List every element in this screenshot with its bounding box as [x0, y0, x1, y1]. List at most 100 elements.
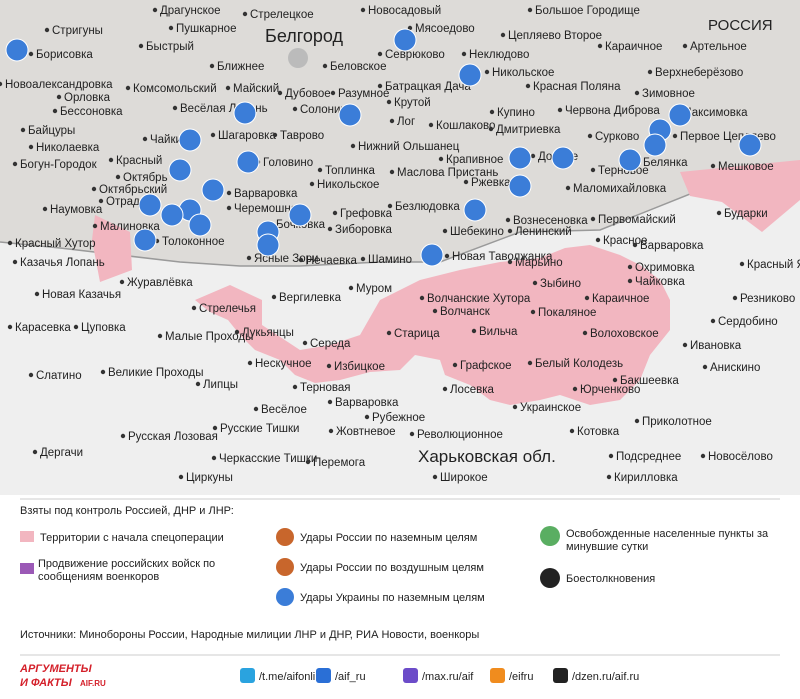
place-dot	[444, 253, 450, 259]
place-dot	[305, 459, 311, 465]
place-label: Черемошное	[234, 203, 304, 215]
place-label: Новосадовый	[368, 5, 441, 17]
place-label: Новая Таволжанка	[452, 251, 553, 263]
place-label: Цепляево Второе	[508, 30, 602, 42]
place-dot	[407, 25, 413, 31]
place-dot	[387, 203, 393, 209]
place-label: Верхнеберёзово	[655, 67, 743, 79]
place-dot	[463, 179, 469, 185]
place-dot	[20, 127, 26, 133]
place-label: Головино	[263, 157, 313, 169]
russia-area	[0, 0, 800, 266]
sources: Источники: Минобороны России, Народные м…	[20, 629, 479, 641]
link[interactable]: /max.ru/aif	[422, 671, 474, 683]
strike-icon	[738, 133, 762, 157]
place-label: Варваровка	[640, 240, 704, 252]
place-dot	[327, 399, 333, 405]
place-label: Шамино	[368, 254, 412, 266]
place-label: Анискино	[710, 362, 760, 374]
place-label: Богун-Городок	[20, 159, 98, 171]
place-label: Котовка	[577, 426, 620, 438]
place-dot	[212, 425, 218, 431]
place-dot	[178, 474, 184, 480]
place-label: Ближнее	[217, 61, 264, 73]
place-dot	[647, 69, 653, 75]
place-dot	[360, 7, 366, 13]
place-label: Волоховское	[590, 328, 659, 340]
place-label: Севрюково	[385, 49, 445, 61]
place-dot	[590, 167, 596, 173]
place-dot	[108, 157, 114, 163]
place-label: Подсреднее	[616, 451, 681, 463]
place-label: Дергачи	[40, 447, 83, 459]
strike-icon	[338, 103, 362, 127]
place-label: Стрелецкое	[250, 9, 314, 21]
place-label: Бакшеевка	[620, 375, 679, 387]
place-label: Шебекино	[450, 226, 504, 238]
place-dot	[195, 381, 201, 387]
place-dot	[702, 364, 708, 370]
link[interactable]: /eifru	[509, 671, 533, 683]
place-dot	[211, 455, 217, 461]
place-label: Дубовое	[285, 88, 331, 100]
place-label: Муром	[356, 283, 392, 295]
place-label: Малые Проходы	[165, 331, 253, 343]
place-label: Старица	[394, 328, 440, 340]
place-dot	[209, 63, 215, 69]
place-dot	[226, 190, 232, 196]
place-label: Батрацкая Дача	[385, 81, 471, 93]
place-label: Дмитриевка	[496, 124, 561, 136]
place-dot	[125, 85, 131, 91]
strike-icon	[168, 158, 192, 182]
link[interactable]: /dzen.ru/aif.ru	[572, 671, 639, 683]
link[interactable]: /aif_ru	[335, 671, 366, 683]
place-label: Бессоновка	[60, 106, 123, 118]
link-icon	[316, 668, 331, 683]
place-label: Терновая	[300, 382, 351, 394]
place-dot	[595, 237, 601, 243]
place-label: Орловка	[64, 92, 111, 104]
place-dot	[234, 329, 240, 335]
place-dot	[247, 360, 253, 366]
place-label: Волчанские Хутора	[427, 293, 531, 305]
place-label: Красный Хутор	[15, 238, 96, 250]
strike-icon	[201, 178, 225, 202]
place-label: Пушкарное	[176, 23, 236, 35]
place-label: Байцуры	[28, 125, 75, 137]
place-dot	[512, 404, 518, 410]
place-label: Безлюдовка	[395, 201, 460, 213]
place-dot	[322, 63, 328, 69]
place-label: Варваровка	[335, 397, 399, 409]
legend-icon	[540, 526, 560, 546]
place-label: Максимовка	[682, 107, 748, 119]
place-label: Сердобино	[718, 316, 778, 328]
place-dot	[672, 133, 678, 139]
place-label: Никольское	[317, 179, 379, 191]
place-dot	[716, 210, 722, 216]
place-dot	[91, 186, 97, 192]
place-dot	[73, 324, 79, 330]
place-dot	[527, 360, 533, 366]
place-label: Середа	[310, 338, 351, 350]
link[interactable]: /t.me/aifonline	[259, 671, 327, 683]
logo: АРГУМЕНТЫ	[19, 663, 93, 675]
place-dot	[386, 330, 392, 336]
place-dot	[627, 264, 633, 270]
place-dot	[525, 83, 531, 89]
place-label: Охримовка	[635, 262, 695, 274]
place-label: Мясоедово	[415, 23, 475, 35]
strike-icon	[133, 228, 157, 252]
place-label: Стрелечья	[199, 303, 256, 315]
place-dot	[120, 433, 126, 439]
place-label: Караичное	[605, 41, 662, 53]
place-label: Чайковка	[635, 276, 685, 288]
place-dot	[442, 386, 448, 392]
place-dot	[438, 156, 444, 162]
place-label: Октябрьский	[99, 184, 167, 196]
legend-item: Удары России по наземным целям	[300, 532, 477, 544]
place-label: Кошлаково	[436, 120, 495, 132]
place-dot	[42, 206, 48, 212]
place-label: Русские Тишки	[220, 423, 299, 435]
place-label: Караичное	[592, 293, 649, 305]
strike-icon	[138, 193, 162, 217]
